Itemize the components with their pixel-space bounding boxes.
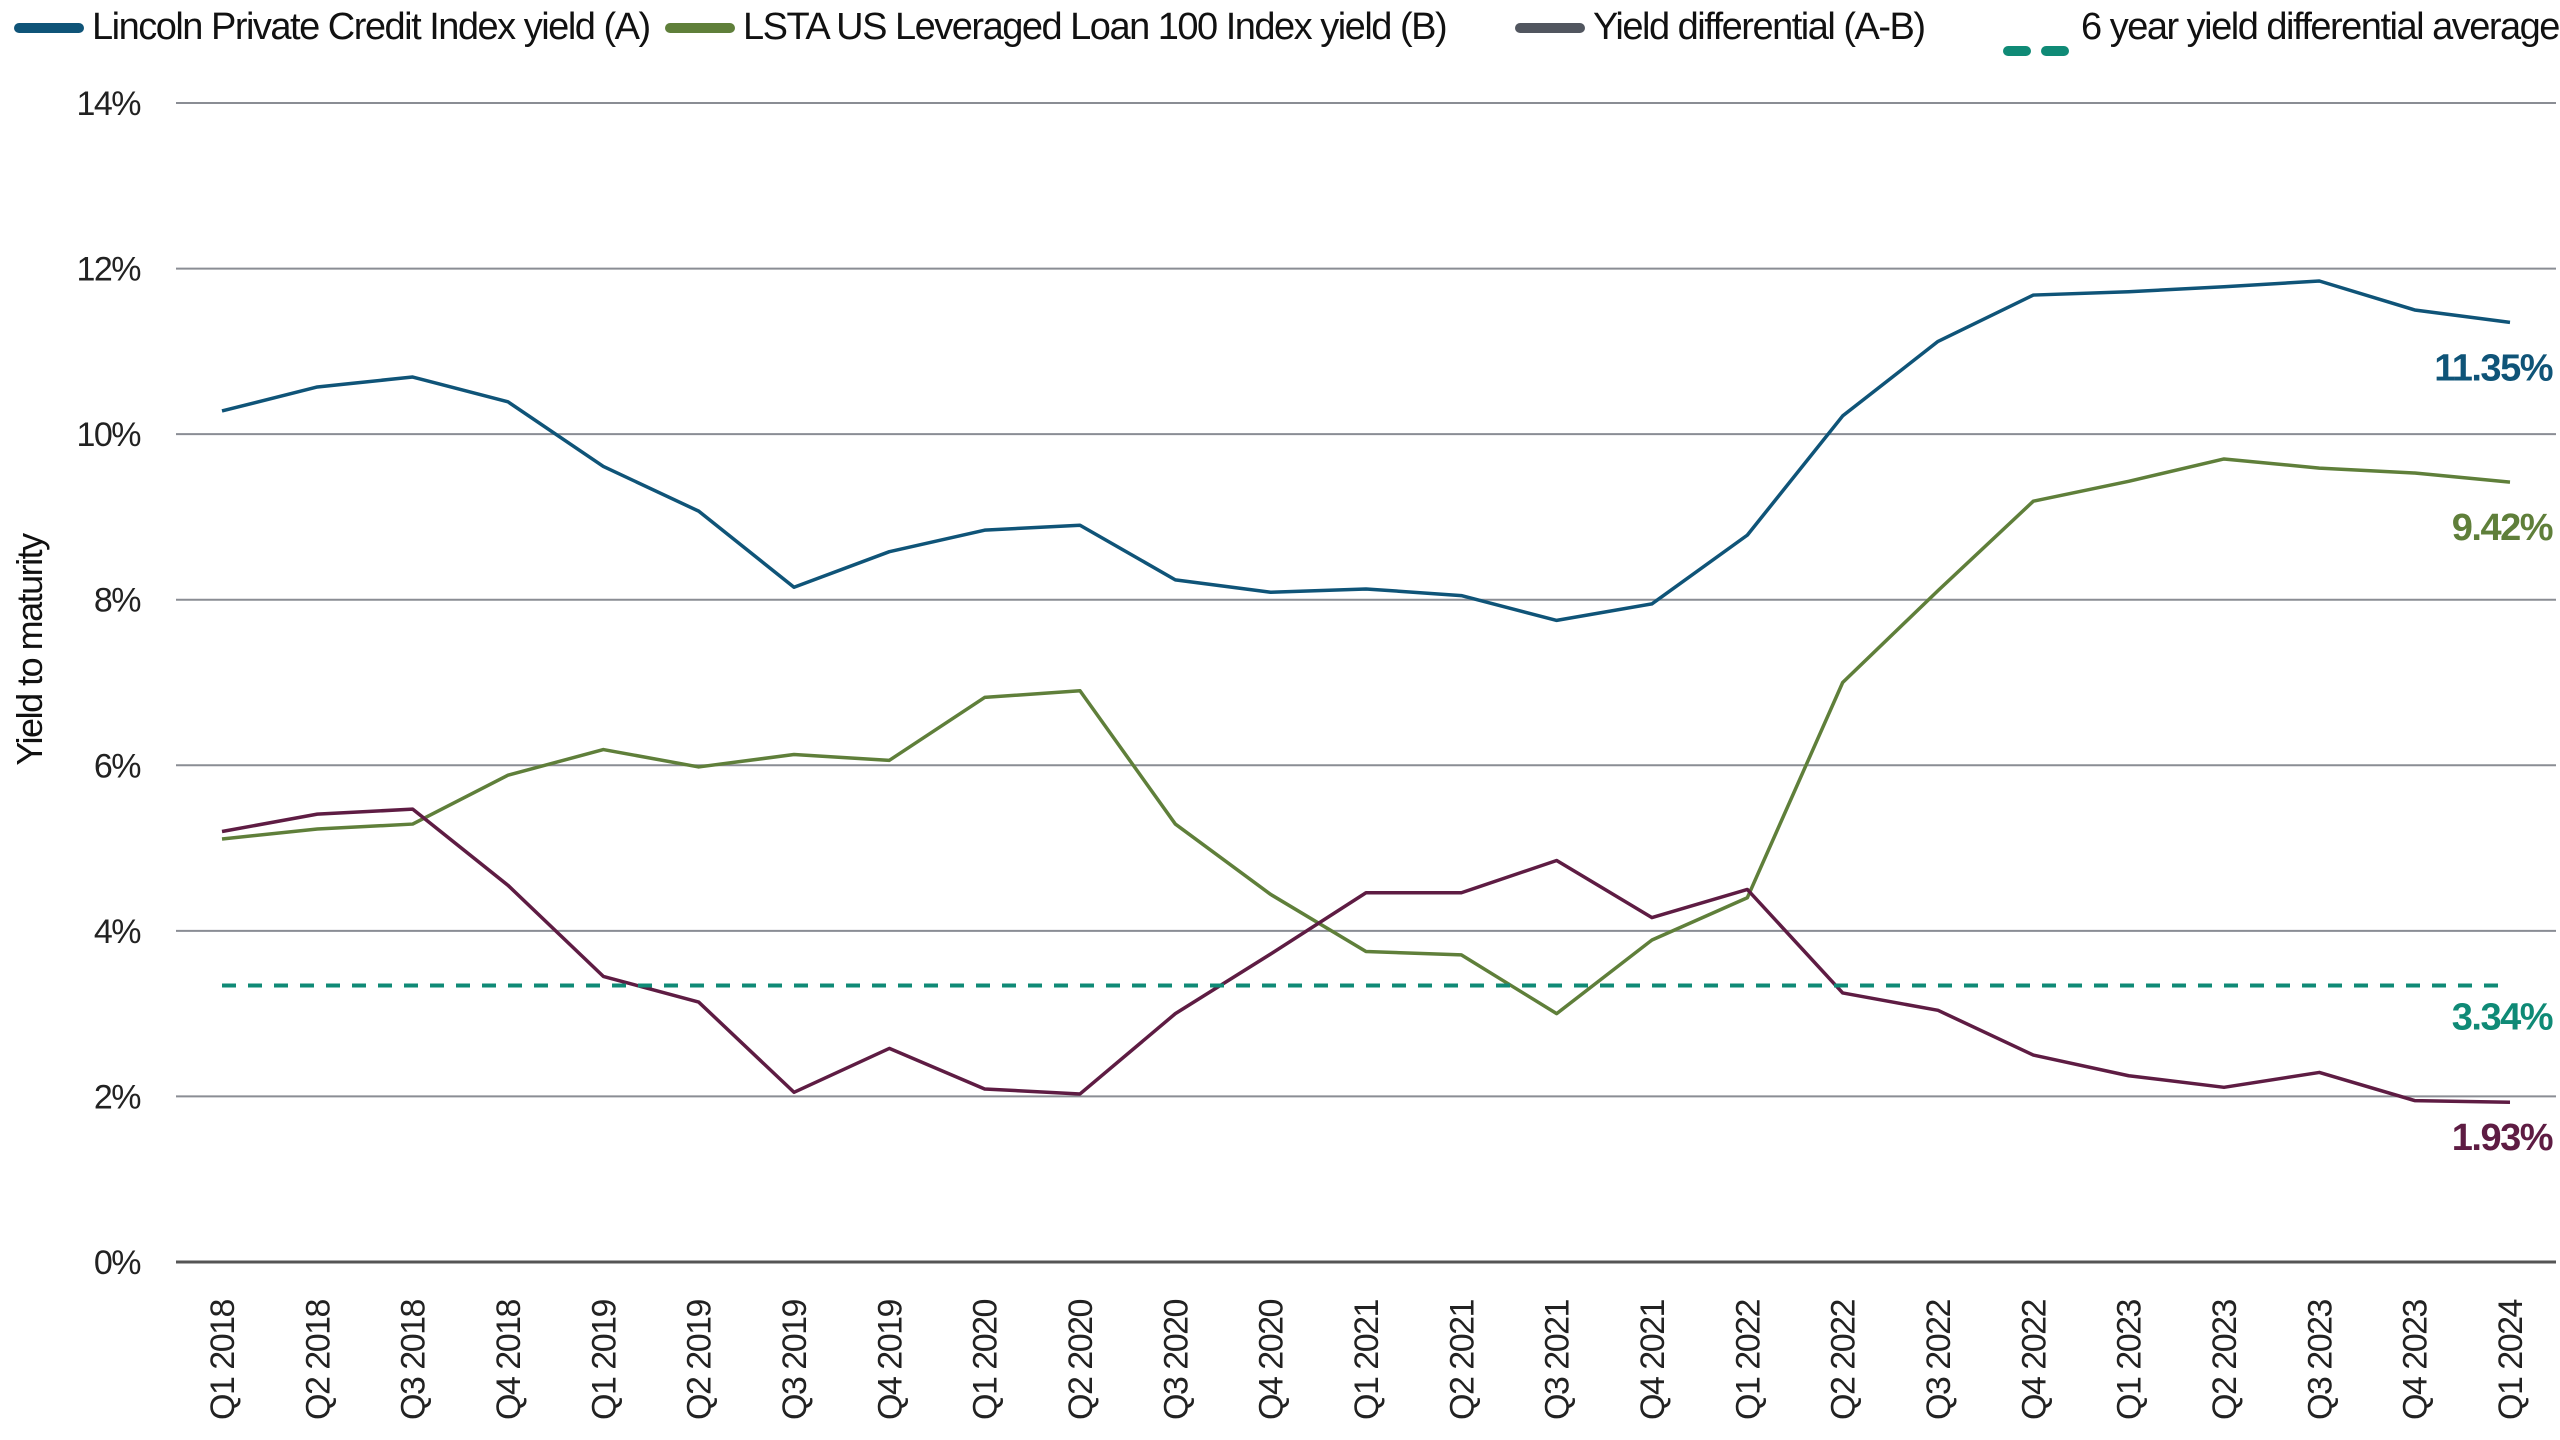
- x-tick-label: Q4 2023: [2397, 1299, 2435, 1420]
- x-tick-label: Q1 2024: [2492, 1299, 2530, 1420]
- x-tick-label: Q4 2021: [1634, 1299, 1672, 1420]
- y-tick-label: 0%: [94, 1244, 141, 1282]
- x-tick-label: Q2 2018: [299, 1299, 337, 1420]
- legend-item-average: 6 year yield differential average: [2003, 6, 2560, 56]
- x-tick-label: Q4 2019: [871, 1299, 909, 1420]
- end-value-label: 9.42%: [2452, 507, 2553, 549]
- legend-item-lincoln: Lincoln Private Credit Index yield (A): [14, 6, 651, 49]
- y-tick-label: 8%: [94, 582, 141, 620]
- x-tick-label: Q1 2019: [585, 1299, 623, 1420]
- legend-swatch: [14, 22, 84, 33]
- x-tick-label: Q2 2022: [1825, 1299, 1863, 1420]
- legend-swatch: [2003, 23, 2073, 56]
- legend-label: Yield differential (A-B): [1593, 6, 1926, 48]
- end-value-label: 1.93%: [2452, 1117, 2553, 1159]
- end-value-label: 3.34%: [2452, 996, 2553, 1038]
- x-tick-label: Q3 2021: [1539, 1299, 1577, 1420]
- y-axis-label: Yield to maturity: [9, 533, 50, 766]
- y-tick-label: 6%: [94, 747, 141, 785]
- y-tick-label: 10%: [76, 416, 141, 454]
- x-tick-label: Q3 2018: [395, 1299, 433, 1420]
- x-tick-label: Q3 2023: [2301, 1299, 2339, 1420]
- legend-label: Lincoln Private Credit Index yield (A): [92, 6, 651, 48]
- x-tick-label: Q3 2022: [1920, 1299, 1958, 1420]
- legend-item-lsta: LSTA US Leveraged Loan 100 Index yield (…: [665, 6, 1448, 49]
- y-tick-label: 12%: [76, 251, 141, 289]
- legend-item-differential: Yield differential (A-B): [1515, 6, 1926, 49]
- legend-label: 6 year yield differential average: [2081, 6, 2560, 48]
- series-line-3: [221, 807, 2511, 1104]
- x-tick-label: Q4 2020: [1253, 1299, 1291, 1420]
- x-tick-label: Q2 2020: [1062, 1299, 1100, 1420]
- x-tick-label: Q1 2018: [204, 1299, 242, 1420]
- legend-swatch: [665, 22, 735, 33]
- x-tick-label: Q4 2018: [490, 1299, 528, 1420]
- legend-label: LSTA US Leveraged Loan 100 Index yield (…: [743, 6, 1448, 48]
- y-tick-label: 14%: [76, 85, 141, 123]
- x-tick-label: Q1 2023: [2111, 1299, 2149, 1420]
- x-tick-label: Q2 2021: [1443, 1299, 1481, 1420]
- y-tick-label: 4%: [94, 913, 141, 951]
- series-line-1: [221, 279, 2511, 623]
- x-tick-label: Q3 2019: [776, 1299, 814, 1420]
- x-tick-label: Q2 2019: [681, 1299, 719, 1420]
- legend-swatch: [1515, 22, 1585, 33]
- x-tick-label: Q3 2020: [1157, 1299, 1195, 1420]
- x-tick-label: Q1 2020: [967, 1299, 1005, 1420]
- x-tick-label: Q1 2021: [1348, 1299, 1386, 1420]
- x-tick-label: Q2 2023: [2206, 1299, 2244, 1420]
- x-tick-label: Q1 2022: [1729, 1299, 1767, 1420]
- end-value-label: 11.35%: [2434, 347, 2552, 389]
- y-tick-label: 2%: [94, 1078, 141, 1116]
- x-tick-label: Q4 2022: [2015, 1299, 2053, 1420]
